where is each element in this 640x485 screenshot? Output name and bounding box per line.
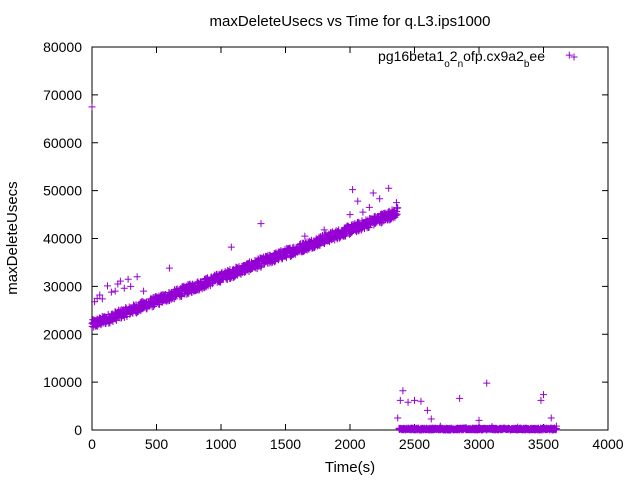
data-point xyxy=(116,277,124,285)
legend-marker-symbol xyxy=(570,53,578,61)
x-tick-label: 3000 xyxy=(463,436,494,452)
data-point xyxy=(501,424,509,432)
data-point xyxy=(399,387,407,395)
x-tick-label: 4000 xyxy=(592,436,623,452)
y-tick-label: 70000 xyxy=(43,87,82,103)
legend-label: pg16beta1o2nofp.cx9a2bee xyxy=(378,48,545,70)
x-tick-label: 500 xyxy=(145,436,169,452)
data-point xyxy=(423,406,431,414)
data-point xyxy=(427,415,435,423)
data-point xyxy=(178,291,186,299)
x-tick-label: 3500 xyxy=(528,436,559,452)
data-point xyxy=(436,422,444,430)
data-point xyxy=(365,203,373,211)
data-point xyxy=(89,321,97,329)
data-point xyxy=(462,424,470,432)
data-point xyxy=(96,291,104,299)
data-point xyxy=(396,396,404,404)
data-point xyxy=(456,394,464,402)
data-point xyxy=(133,309,141,317)
scatter-points xyxy=(88,51,573,434)
data-point xyxy=(111,287,119,295)
y-tick-label: 80000 xyxy=(43,39,82,55)
data-point xyxy=(552,422,560,430)
data-point xyxy=(514,423,522,431)
data-point xyxy=(140,287,148,295)
data-point xyxy=(393,210,401,218)
data-point xyxy=(392,199,400,207)
x-tick-label: 1500 xyxy=(270,436,301,452)
data-point xyxy=(320,226,328,234)
data-point xyxy=(133,273,141,281)
data-point xyxy=(257,220,265,228)
y-tick-label: 0 xyxy=(74,422,82,438)
data-point xyxy=(346,211,354,219)
data-point xyxy=(394,204,402,212)
data-point xyxy=(394,414,402,422)
data-point xyxy=(301,232,309,240)
chart-title: maxDeleteUsecs vs Time for q.L3.ips1000 xyxy=(210,13,491,30)
data-point xyxy=(417,397,425,405)
data-point xyxy=(88,103,96,111)
data-point xyxy=(369,189,377,197)
legend-marker xyxy=(570,53,578,61)
data-point xyxy=(540,391,547,399)
data-point xyxy=(120,284,128,292)
data-point xyxy=(475,416,483,424)
axis-ticks: 0 500 1000 1500 2000 2500 3000 3500 400001000020… xyxy=(43,39,624,452)
data-point xyxy=(107,288,115,296)
data-point xyxy=(537,396,545,404)
x-axis-title: Time(s) xyxy=(325,459,375,476)
plot-border xyxy=(91,46,609,431)
y-tick-label: 20000 xyxy=(43,326,82,342)
data-point xyxy=(124,275,132,283)
x-tick-label: 2000 xyxy=(334,436,365,452)
data-point xyxy=(354,197,362,205)
data-point xyxy=(98,295,106,303)
data-point xyxy=(411,396,418,404)
data-point xyxy=(488,423,496,431)
data-point xyxy=(376,195,384,203)
data-point xyxy=(103,282,111,290)
y-tick-label: 10000 xyxy=(43,374,82,390)
data-point xyxy=(359,208,367,216)
legend: pg16beta1o2nofp.cx9a2bee xyxy=(378,48,578,70)
y-tick-label: 60000 xyxy=(43,135,82,151)
x-tick-label: 2500 xyxy=(399,436,430,452)
data-point xyxy=(282,254,290,262)
x-tick-label: 0 xyxy=(88,436,96,452)
data-point xyxy=(127,282,135,290)
data-point xyxy=(385,184,393,192)
y-tick-label: 30000 xyxy=(43,278,82,294)
data-point xyxy=(565,51,573,59)
x-tick-label: 1000 xyxy=(205,436,236,452)
data-point xyxy=(349,186,357,194)
y-tick-label: 50000 xyxy=(43,183,82,199)
data-point xyxy=(547,414,555,422)
y-axis-title: maxDeleteUsecs xyxy=(4,181,21,294)
data-point xyxy=(483,379,491,387)
data-point xyxy=(404,398,412,406)
data-point xyxy=(257,263,265,271)
data-point xyxy=(227,243,235,251)
y-tick-label: 40000 xyxy=(43,231,82,247)
data-point xyxy=(165,264,173,272)
